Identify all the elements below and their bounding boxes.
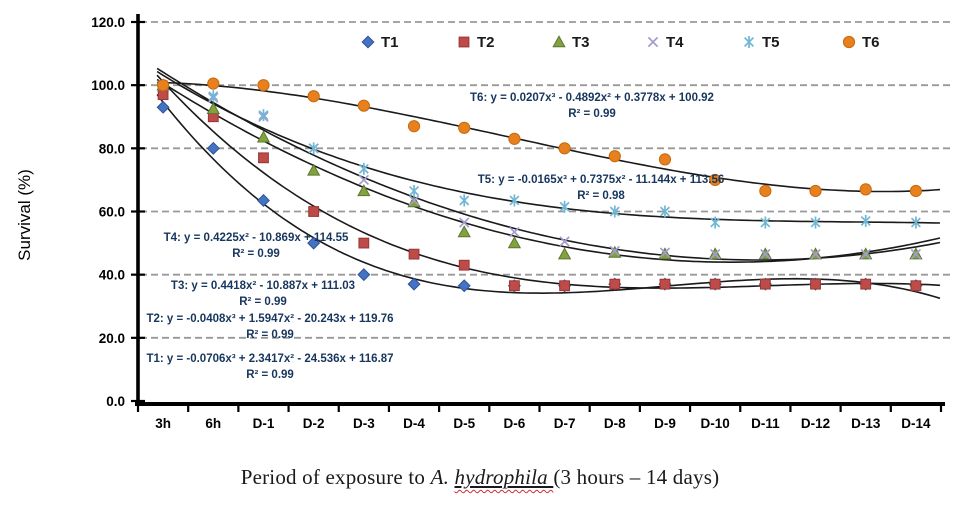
series-T1-markers — [156, 100, 923, 293]
legend-item-T6: T6 — [842, 34, 880, 51]
x-tick-label: D-14 — [901, 416, 931, 431]
legend-label-T1: T1 — [381, 34, 399, 51]
axes — [131, 14, 945, 412]
series-T2-markers — [157, 89, 922, 292]
y-tick-label: 100.0 — [91, 78, 125, 93]
legend-label-T4: T4 — [666, 34, 684, 51]
y-tick-label: 40.0 — [99, 268, 125, 283]
y-tick-label: 0.0 — [106, 394, 125, 409]
y-tick-label: 20.0 — [99, 331, 125, 346]
equation-T6: T6: y = 0.0207x³ - 0.4892x² + 0.3778x + … — [470, 92, 714, 104]
x-tick-label: D-2 — [303, 416, 325, 431]
x-tick-label: D-11 — [751, 416, 780, 431]
legend: T1 T2 T3 T4 T5 T6 — [361, 34, 880, 51]
survival-line-chart: 0.0 20.0 40.0 60.0 80.0 100.0 120.0 3h 6h D-1 D-2 D… — [15, 14, 951, 431]
x-tick-label: D-7 — [554, 416, 576, 431]
legend-label-T3: T3 — [572, 34, 590, 51]
caption-species-genus: A. — [430, 465, 455, 489]
x-tick-label: D-12 — [801, 416, 830, 431]
equation-T4: T4: y = 0.4225x² - 10.869x + 114.55 — [164, 232, 349, 244]
legend-label-T2: T2 — [477, 34, 495, 51]
x-tick-label: D-4 — [403, 416, 425, 431]
x-tick-label: D-1 — [253, 416, 275, 431]
r2-T6: R² = 0.99 — [568, 108, 616, 120]
legend-item-T3: T3 — [552, 34, 590, 51]
y-axis-title: Survival (%) — [15, 169, 34, 261]
y-tick-labels: 0.0 20.0 40.0 60.0 80.0 100.0 120.0 — [91, 15, 125, 409]
y-tick-label: 120.0 — [91, 15, 125, 30]
x-tick-labels: 3h 6h D-1 D-2 D-3 D-4 D-5 D-6 D-7 D-8 D-9 D-10 D-11 D… — [155, 416, 931, 431]
r2-T3: R² = 0.99 — [239, 296, 287, 308]
x-tick-label: D-8 — [604, 416, 626, 431]
y-tick-label: 60.0 — [99, 205, 125, 220]
legend-item-T5: T5 — [743, 34, 780, 51]
x-axis-caption: Period of exposure to A. hydrophila (3 h… — [0, 465, 960, 490]
legend-item-T1: T1 — [361, 34, 399, 51]
y-tick-label: 80.0 — [99, 141, 125, 156]
equation-T5: T5: y = -0.0165x³ + 0.7375x² - 11.144x +… — [478, 174, 724, 186]
series-T6-markers — [156, 77, 923, 198]
r2-T1: R² = 0.99 — [246, 369, 294, 381]
x-tick-label: 3h — [155, 416, 171, 431]
x-tick-label: 6h — [205, 416, 221, 431]
r2-T5: R² = 0.98 — [577, 190, 625, 202]
legend-label-T6: T6 — [862, 34, 880, 51]
r2-T2: R² = 0.99 — [246, 329, 294, 341]
caption-prefix: Period of exposure to — [240, 465, 431, 489]
x-tick-label: D-5 — [453, 416, 475, 431]
caption-species-name: hydrophila — [454, 465, 554, 489]
series-T1-trendline — [156, 94, 941, 300]
x-tick-label: D-10 — [701, 416, 730, 431]
legend-item-T2: T2 — [458, 34, 495, 51]
series-T6-trendline — [157, 81, 941, 193]
legend-item-T4: T4 — [647, 34, 684, 51]
x-tick-label: D-6 — [504, 416, 526, 431]
equation-T2: T2: y = -0.0408x³ + 1.5947x² - 20.243x +… — [146, 313, 393, 325]
y-axis-title: Survival (%) — [15, 169, 34, 261]
legend-label-T5: T5 — [762, 34, 780, 51]
gridlines — [140, 21, 951, 339]
equation-T1: T1: y = -0.0706x³ + 2.3417x² - 24.536x +… — [146, 353, 393, 365]
x-tick-label: D-3 — [353, 416, 375, 431]
r2-T4: R² = 0.99 — [232, 248, 280, 260]
series-T5-trendline — [156, 70, 941, 224]
x-tick-label: D-13 — [851, 416, 881, 431]
caption-suffix: (3 hours – 14 days) — [553, 465, 720, 489]
equation-T3: T3: y = 0.4418x² - 10.887x + 111.03 — [171, 280, 355, 292]
x-tick-label: D-9 — [654, 416, 676, 431]
equation-labels: T1: y = -0.0706x³ + 2.3417x² - 24.536x +… — [146, 92, 724, 381]
series-T5-markers — [158, 79, 921, 229]
